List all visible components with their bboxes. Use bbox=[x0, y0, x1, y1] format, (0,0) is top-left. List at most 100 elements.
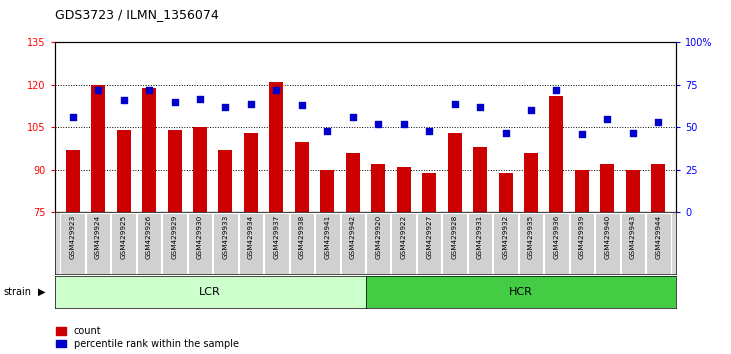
Bar bbox=[269, 82, 284, 212]
FancyBboxPatch shape bbox=[264, 213, 289, 274]
Bar bbox=[473, 147, 487, 212]
Text: GSM429923: GSM429923 bbox=[69, 214, 75, 258]
Bar bbox=[244, 133, 258, 212]
FancyBboxPatch shape bbox=[239, 213, 263, 274]
Bar bbox=[142, 88, 156, 212]
Text: GSM429939: GSM429939 bbox=[579, 214, 585, 258]
FancyBboxPatch shape bbox=[545, 213, 569, 274]
Point bbox=[398, 121, 409, 127]
Text: GSM429936: GSM429936 bbox=[553, 214, 559, 258]
Point bbox=[245, 101, 257, 107]
Bar bbox=[346, 153, 360, 212]
FancyBboxPatch shape bbox=[61, 213, 85, 274]
Bar bbox=[371, 164, 385, 212]
FancyBboxPatch shape bbox=[86, 213, 110, 274]
FancyBboxPatch shape bbox=[442, 213, 467, 274]
Point bbox=[653, 120, 664, 125]
Text: GSM429944: GSM429944 bbox=[656, 214, 662, 258]
Bar bbox=[626, 170, 640, 212]
Bar bbox=[423, 173, 436, 212]
Text: GSM429940: GSM429940 bbox=[605, 214, 610, 258]
Text: GSM429929: GSM429929 bbox=[172, 214, 178, 258]
FancyBboxPatch shape bbox=[646, 213, 670, 274]
FancyBboxPatch shape bbox=[595, 213, 620, 274]
Point bbox=[347, 114, 359, 120]
FancyBboxPatch shape bbox=[569, 213, 594, 274]
Bar bbox=[499, 173, 512, 212]
Text: GSM429927: GSM429927 bbox=[426, 214, 432, 258]
Text: GSM429930: GSM429930 bbox=[197, 214, 203, 258]
FancyBboxPatch shape bbox=[188, 213, 212, 274]
Point bbox=[118, 97, 129, 103]
Text: GSM429922: GSM429922 bbox=[401, 214, 406, 258]
Bar bbox=[219, 150, 232, 212]
FancyBboxPatch shape bbox=[162, 213, 186, 274]
Bar bbox=[193, 127, 207, 212]
Text: GSM429941: GSM429941 bbox=[325, 214, 330, 258]
Text: ▶: ▶ bbox=[38, 287, 45, 297]
Text: GSM429942: GSM429942 bbox=[349, 214, 356, 258]
Text: strain: strain bbox=[4, 287, 31, 297]
FancyBboxPatch shape bbox=[315, 213, 339, 274]
Bar bbox=[320, 170, 334, 212]
FancyBboxPatch shape bbox=[417, 213, 442, 274]
Text: GSM429932: GSM429932 bbox=[502, 214, 509, 258]
Text: GSM429938: GSM429938 bbox=[299, 214, 305, 258]
Bar bbox=[397, 167, 411, 212]
Point bbox=[550, 87, 562, 93]
FancyBboxPatch shape bbox=[366, 213, 390, 274]
Point bbox=[423, 128, 435, 134]
Bar bbox=[167, 130, 181, 212]
Point bbox=[296, 103, 308, 108]
Point bbox=[576, 131, 588, 137]
Text: GSM429925: GSM429925 bbox=[121, 214, 126, 258]
FancyBboxPatch shape bbox=[621, 213, 645, 274]
FancyBboxPatch shape bbox=[493, 213, 518, 274]
Bar bbox=[600, 164, 615, 212]
Point bbox=[143, 87, 155, 93]
Text: GSM429920: GSM429920 bbox=[375, 214, 382, 258]
Bar bbox=[295, 142, 308, 212]
Point bbox=[67, 114, 78, 120]
Point bbox=[372, 121, 384, 127]
Point bbox=[219, 104, 231, 110]
Bar bbox=[447, 133, 462, 212]
Bar bbox=[116, 130, 131, 212]
Text: LCR: LCR bbox=[200, 287, 221, 297]
Point bbox=[92, 87, 104, 93]
Text: GSM429931: GSM429931 bbox=[477, 214, 483, 258]
Legend: count, percentile rank within the sample: count, percentile rank within the sample bbox=[56, 326, 238, 349]
Point bbox=[194, 96, 206, 101]
Bar bbox=[651, 164, 665, 212]
FancyBboxPatch shape bbox=[213, 213, 238, 274]
Bar bbox=[91, 85, 105, 212]
FancyBboxPatch shape bbox=[341, 213, 365, 274]
FancyBboxPatch shape bbox=[137, 213, 162, 274]
Bar bbox=[524, 153, 538, 212]
Text: GSM429934: GSM429934 bbox=[248, 214, 254, 258]
Point bbox=[525, 108, 537, 113]
FancyBboxPatch shape bbox=[289, 213, 314, 274]
FancyBboxPatch shape bbox=[519, 213, 543, 274]
Bar bbox=[550, 96, 564, 212]
Point bbox=[322, 128, 333, 134]
Point bbox=[474, 104, 486, 110]
FancyBboxPatch shape bbox=[392, 213, 416, 274]
Text: GDS3723 / ILMN_1356074: GDS3723 / ILMN_1356074 bbox=[55, 8, 219, 21]
Point bbox=[500, 130, 512, 135]
Text: HCR: HCR bbox=[509, 287, 533, 297]
Text: GSM429926: GSM429926 bbox=[146, 214, 152, 258]
Point bbox=[169, 99, 181, 105]
Text: GSM429943: GSM429943 bbox=[630, 214, 636, 258]
FancyBboxPatch shape bbox=[468, 213, 492, 274]
Text: GSM429928: GSM429928 bbox=[452, 214, 458, 258]
Point bbox=[602, 116, 613, 122]
Text: GSM429933: GSM429933 bbox=[222, 214, 229, 258]
Point bbox=[270, 87, 282, 93]
Text: GSM429935: GSM429935 bbox=[528, 214, 534, 258]
Bar bbox=[575, 170, 589, 212]
Bar bbox=[66, 150, 80, 212]
Text: GSM429937: GSM429937 bbox=[273, 214, 279, 258]
Point bbox=[449, 101, 461, 107]
Text: GSM429924: GSM429924 bbox=[95, 214, 101, 258]
